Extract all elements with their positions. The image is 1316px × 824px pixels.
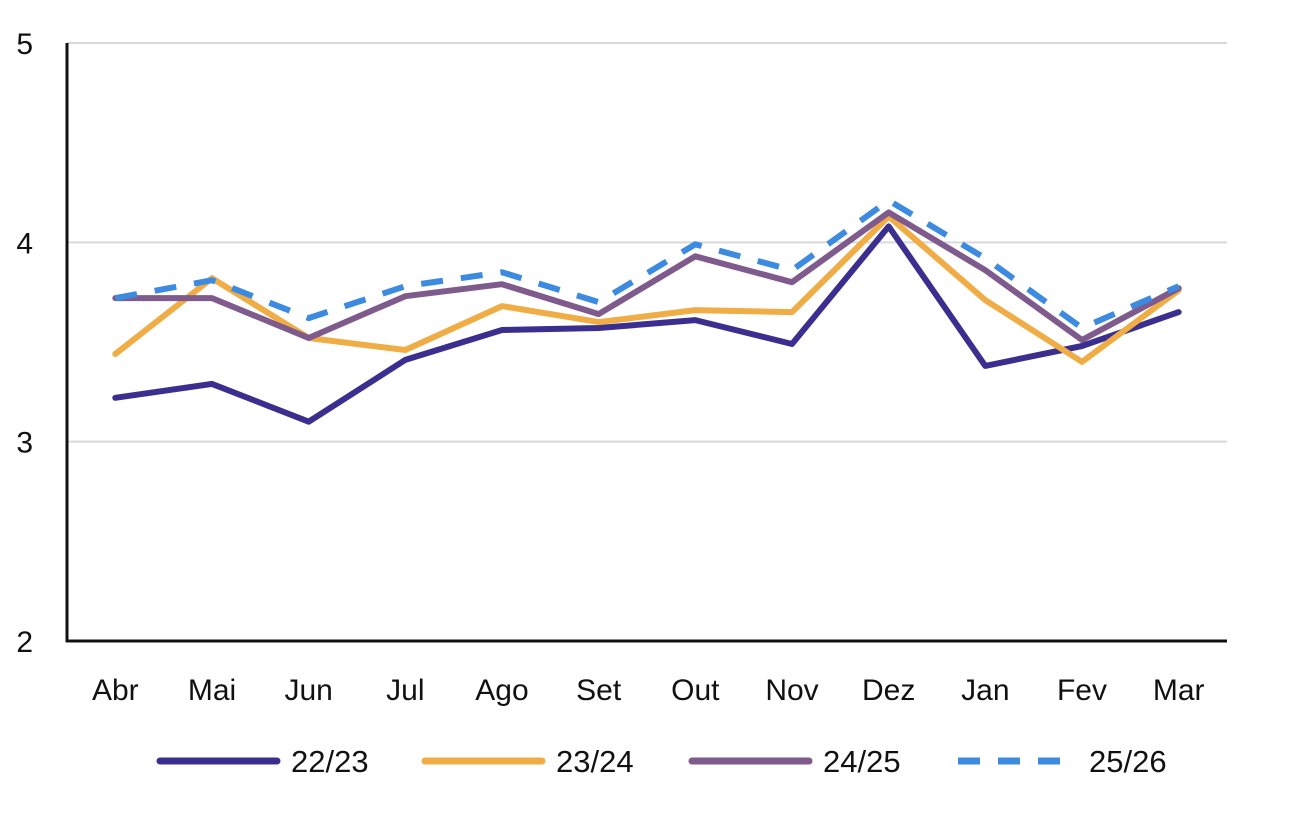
series-line-23-24	[112, 213, 1182, 365]
series-line-24-25	[112, 209, 1182, 343]
y-axis-ticks: 2 3 4 5	[16, 28, 33, 659]
x-tick-label: Jul	[386, 674, 424, 707]
x-tick-label: Jan	[961, 674, 1009, 707]
x-tick-label: Mar	[1153, 674, 1205, 707]
x-tick-label: Fev	[1057, 674, 1107, 707]
x-tick-label: Jun	[284, 674, 332, 707]
legend-label: 25/26	[1089, 744, 1167, 779]
x-tick-label: Nov	[765, 674, 818, 707]
series-lines	[112, 197, 1182, 425]
x-tick-label: Mai	[188, 674, 236, 707]
series-line-22-23	[112, 223, 1182, 425]
y-tick-label: 4	[16, 227, 33, 260]
x-tick-label: Abr	[92, 674, 139, 707]
legend-label: 22/23	[291, 744, 369, 779]
series-line-25-26	[114, 197, 1180, 331]
x-tick-label: Dez	[862, 674, 915, 707]
legend: 22/23 23/24 24/25 25/26	[156, 744, 1167, 779]
x-axis-ticks: Abr Mai Jun Jul Ago Set Out Nov Dez Jan Fev Mar	[92, 674, 1205, 707]
x-tick-label: Ago	[475, 674, 528, 707]
gridlines	[67, 42, 1227, 443]
x-tick-label: Set	[576, 674, 622, 707]
y-tick-label: 3	[16, 427, 33, 460]
y-tick-label: 2	[16, 626, 33, 659]
legend-label: 23/24	[556, 744, 634, 779]
legend-label: 24/25	[823, 744, 901, 779]
x-tick-label: Out	[671, 674, 720, 707]
y-tick-label: 5	[16, 28, 33, 61]
